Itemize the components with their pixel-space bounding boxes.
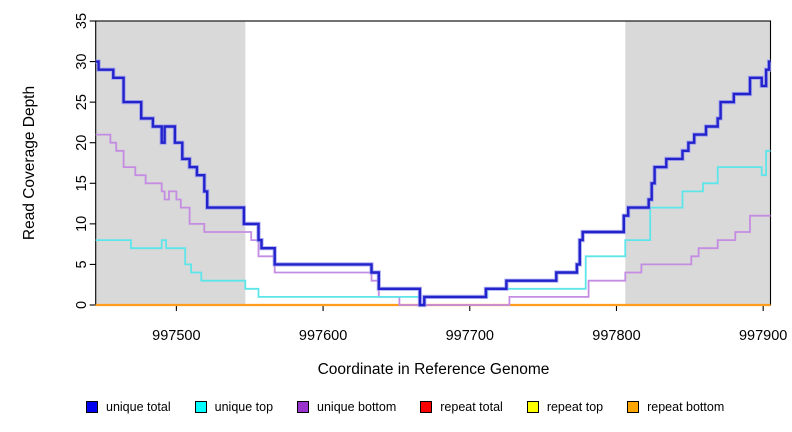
series-unique-bottom	[95, 133, 771, 306]
legend-label: unique bottom	[317, 400, 397, 414]
chart-legend: unique total unique top unique bottom repea…	[86, 400, 724, 414]
y-tick-label: 20	[74, 135, 90, 151]
y-axis-title: Read Coverage Depth	[21, 85, 38, 241]
legend-swatch-unique-bottom	[297, 401, 310, 413]
y-tick-label: 5	[74, 260, 90, 268]
series-group	[95, 59, 772, 308]
legend-label: unique top	[214, 400, 274, 414]
legend-swatch-repeat-bottom	[627, 401, 640, 413]
y-tick-label: 25	[74, 94, 90, 110]
legend-item-repeat-bottom: repeat bottom	[627, 400, 724, 414]
legend-item-unique-bottom: unique bottom	[297, 400, 396, 414]
legend-item-repeat-top: repeat top	[526, 400, 604, 414]
series-unique-total	[95, 60, 771, 307]
legend-swatch-repeat-total	[420, 401, 433, 413]
legend-swatch-unique-total	[86, 401, 98, 413]
repeat-region-right	[625, 21, 771, 305]
legend-label: repeat bottom	[647, 400, 725, 414]
legend-item-unique-total: unique total	[86, 400, 171, 414]
legend-label: repeat total	[440, 400, 503, 414]
legend-swatch-unique-top	[194, 401, 207, 413]
y-tick-label: 15	[74, 175, 90, 191]
axes: 0 5 10 15 20 25 30 35 997500 997600 997700 997800 99…	[74, 13, 788, 344]
legend-item-repeat-total: repeat total	[420, 400, 503, 414]
x-tick-label: 997500	[152, 328, 200, 344]
y-tick-label: 10	[74, 216, 90, 232]
x-tick-label: 997800	[592, 328, 640, 344]
y-tick-label: 0	[74, 301, 90, 309]
legend-label: repeat top	[546, 400, 604, 414]
x-tick-label: 997600	[299, 328, 347, 344]
legend-swatch-repeat-top	[526, 401, 539, 413]
y-tick-label: 35	[74, 13, 90, 29]
x-tick-label: 997900	[739, 328, 787, 344]
y-tick-label: 30	[74, 54, 90, 70]
x-axis-title: Coordinate in Reference Genome	[317, 361, 550, 378]
legend-label: unique total	[106, 400, 171, 414]
legend-item-unique-top: unique top	[194, 400, 274, 414]
repeat-region-left	[95, 21, 246, 305]
x-tick-label: 997700	[446, 328, 494, 344]
